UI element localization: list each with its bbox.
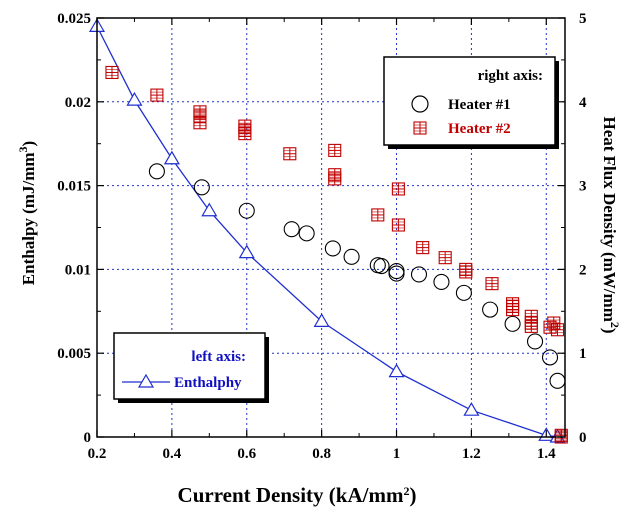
- y-right-tick-label: 1: [579, 346, 587, 362]
- x-tick-label: 0.2: [88, 446, 107, 462]
- legend-heater2-marker: [413, 121, 427, 135]
- enthalpy-point: [163, 150, 180, 165]
- legend-heater1-label: Heater #1: [448, 97, 511, 113]
- legend-heater1-marker: [411, 95, 429, 113]
- heater2-point: [485, 277, 499, 291]
- heater2-point: [283, 147, 297, 161]
- legend-right-shadow: [555, 61, 559, 149]
- x-axis-title: Current Density (kA/mm2): [178, 483, 417, 507]
- heater2-point: [371, 208, 385, 222]
- x-tick-label: 0.8: [312, 446, 331, 462]
- heater2-point: [459, 265, 473, 279]
- y-axis-right-title: Heat Flux Density (mW/mm2): [600, 116, 622, 333]
- series-layer: [88, 18, 568, 444]
- enthalpy-point: [238, 244, 255, 259]
- heater2-point: [524, 319, 538, 333]
- heater2-point: [105, 65, 119, 80]
- heater1-point: [298, 225, 315, 242]
- y-right-tick-label: 3: [579, 179, 587, 195]
- legend-right-shadow-bottom: [388, 145, 559, 149]
- y-right-tick-label: 2: [579, 262, 587, 278]
- y-left-tick-label: 0.015: [57, 179, 91, 195]
- heater2-point: [506, 299, 520, 313]
- heater1-point: [148, 163, 165, 180]
- enthalpy-point: [388, 363, 405, 378]
- x-tick-label: 1.2: [462, 446, 481, 462]
- legend-enthalpy-marker: [137, 373, 155, 388]
- y-axis-left-title: Enthalpy (mJ/mm3): [16, 141, 38, 285]
- heater1-point: [238, 202, 255, 219]
- legend-left-shadow: [265, 337, 269, 403]
- heater2-point: [438, 251, 452, 265]
- y-left-tick-label: 0.02: [65, 95, 91, 111]
- heater2-point: [391, 218, 405, 232]
- heater2-point: [193, 109, 207, 123]
- legend-heater2-square: [413, 121, 427, 135]
- heater1-point: [324, 240, 341, 257]
- tick-marks: [96, 17, 565, 438]
- heater1-point: [455, 284, 472, 301]
- x-tick-label: 1.4: [537, 446, 556, 462]
- heater2-point: [416, 241, 430, 255]
- heater1-point: [283, 221, 300, 238]
- heater2-point: [150, 88, 164, 102]
- enthalpy-point: [201, 202, 218, 217]
- legend-left-shadow-bottom: [118, 399, 269, 403]
- heater1-point: [549, 372, 566, 389]
- heater1-point: [410, 266, 428, 283]
- x-tick-label: 1: [393, 446, 401, 462]
- y-left-tick-label: 0: [84, 430, 92, 446]
- x-tick-label: 0.4: [163, 446, 182, 462]
- heater1-point: [433, 273, 450, 291]
- heater2-point: [238, 123, 252, 137]
- legend-left-title: left axis:: [191, 349, 246, 365]
- legend-heater2-label: Heater #2: [448, 121, 511, 137]
- y-left-tick-label: 0.005: [57, 346, 91, 362]
- y-right-tick-label: 5: [579, 11, 587, 27]
- enthalpy-point: [463, 401, 480, 416]
- enthalpy-point: [126, 91, 143, 106]
- enthalpy-line: [96, 26, 558, 438]
- heater2-point: [550, 323, 565, 337]
- x-tick-label: 0.6: [237, 446, 256, 462]
- heater1-point: [343, 248, 360, 265]
- heater1-point: [193, 179, 210, 196]
- y-left-tick-label: 0.01: [65, 262, 91, 278]
- heater2-point: [328, 168, 342, 182]
- y-left-tick-label: 0.025: [57, 11, 91, 27]
- heater1-point: [388, 265, 405, 282]
- heater1-point: [482, 301, 499, 318]
- heater2-point: [328, 143, 342, 157]
- heater1-point: [373, 257, 390, 275]
- legend-left-axis: left axis: Enthalphy: [113, 332, 269, 403]
- legend-left-box: [113, 332, 266, 400]
- heater1-point: [526, 333, 544, 350]
- legend-enthalpy-label: Enthalphy: [174, 375, 242, 391]
- enthalpy-point: [313, 313, 330, 327]
- y-right-tick-label: 0: [579, 430, 587, 446]
- tick-labels: 0.2 0.4 0.6 0.8 1 1.2 1.4 0 0.005 0.01 0.015 0.02 0.…: [57, 11, 587, 462]
- heater1-point: [504, 315, 521, 332]
- y-right-tick-label: 4: [579, 95, 587, 111]
- heater2-point: [391, 182, 405, 196]
- legend-right-axis: right axis: Heater #1 Heater #2: [383, 56, 559, 149]
- heater1-point: [541, 349, 559, 366]
- legend-right-title: right axis:: [478, 68, 543, 84]
